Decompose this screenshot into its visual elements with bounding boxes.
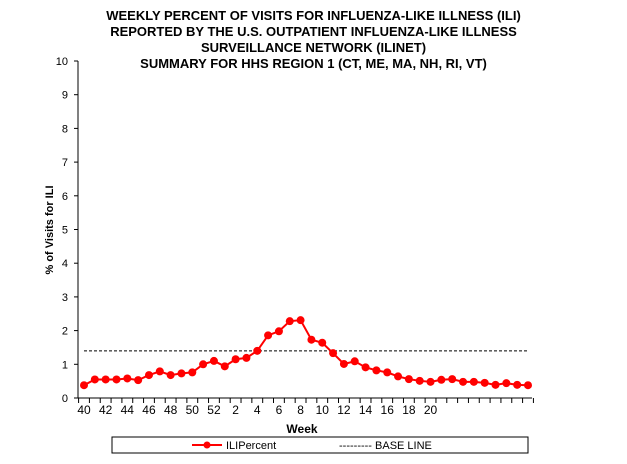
ili-data-point [177,369,186,378]
x-tick-label: 42 [99,403,113,417]
ili-data-point [448,375,457,384]
x-tick-label: 14 [359,403,373,417]
legend-box [111,436,529,454]
y-tick-label: 4 [62,258,68,270]
x-tick-label: 12 [337,403,351,417]
x-tick-label: 50 [186,403,200,417]
ili-data-point [361,363,370,372]
x-tick-label: 48 [164,403,178,417]
ili-data-point [394,372,403,381]
y-tick-label: 2 [62,326,68,338]
title-line-1: WEEKLY PERCENT OF VISITS FOR INFLUENZA-L… [106,8,521,23]
ili-data-point [480,378,489,387]
ili-data-point [199,360,208,369]
y-axis-label: % of Visits for ILI [44,185,56,274]
ili-data-point [285,317,294,326]
title-line-3: SURVEILLANCE NETWORK (ILINET) [200,40,427,55]
legend-baseline-label: --------- BASE LINE [339,440,432,452]
x-tick-label: 6 [276,403,283,417]
ili-data-point [437,375,446,384]
legend-ili-marker [203,441,211,449]
x-tick-label: 10 [316,403,330,417]
ili-data-point [166,371,175,380]
ili-data-point [274,327,283,336]
ili-data-point [101,375,110,384]
x-tick-label: 40 [77,403,91,417]
ili-data-point [209,356,218,365]
ili-data-point [339,359,348,368]
x-tick-label: 20 [424,403,438,417]
chart-title: WEEKLY PERCENT OF VISITS FOR INFLUENZA-L… [0,8,627,72]
legend-ili-label: ILIPercent [226,440,276,452]
y-tick-label: 7 [62,157,68,169]
ili-data-point [491,380,500,389]
x-tick-label: 8 [297,403,304,417]
x-tick-label: 46 [142,403,156,417]
y-tick-label: 5 [62,225,68,237]
y-tick-label: 6 [62,191,68,203]
y-tick-label: 3 [62,292,68,304]
y-tick-label: 10 [56,56,68,68]
ili-data-point [112,375,121,384]
y-tick-label: 1 [62,359,68,371]
x-tick-label: 2 [232,403,239,417]
ili-data-point [134,376,143,385]
ili-data-point [318,338,327,347]
ili-data-point [415,376,424,385]
ili-data-point [80,381,88,390]
x-tick-label: 44 [121,403,135,417]
x-axis-label: Week [286,422,317,436]
ili-data-point [426,377,435,386]
ili-data-point [90,375,99,384]
ili-data-point [502,379,511,388]
ili-data-point [350,357,359,366]
ili-data-point [155,367,164,376]
ili-data-point [264,331,273,340]
ili-data-point [383,368,392,377]
ili-data-point [242,353,251,362]
title-line-2: REPORTED BY THE U.S. OUTPATIENT INFLUENZ… [110,24,517,39]
ili-data-point [524,381,532,390]
ili-data-point [296,316,305,325]
ili-data-point [123,374,132,383]
y-tick-label: 0 [62,393,68,405]
y-tick-label: 9 [62,90,68,102]
x-tick-label: 18 [402,403,416,417]
ili-data-point [307,335,316,344]
ili-data-point [231,355,240,364]
ili-data-point [220,362,229,371]
ili-data-point [404,375,413,384]
ili-data-point [513,380,522,389]
x-tick-label: 16 [381,403,395,417]
y-tick-label: 8 [62,123,68,135]
title-line-4: SUMMARY FOR HHS REGION 1 (CT, ME, MA, NH… [140,56,487,71]
x-tick-label: 52 [207,403,221,417]
x-tick-label: 4 [254,403,261,417]
ili-data-point [469,377,478,386]
ili-data-point [329,349,338,358]
ili-data-point [459,377,468,386]
ili-data-point [253,346,262,355]
ili-data-point [188,368,197,377]
ili-data-point [144,371,153,380]
ili-data-point [372,366,381,375]
